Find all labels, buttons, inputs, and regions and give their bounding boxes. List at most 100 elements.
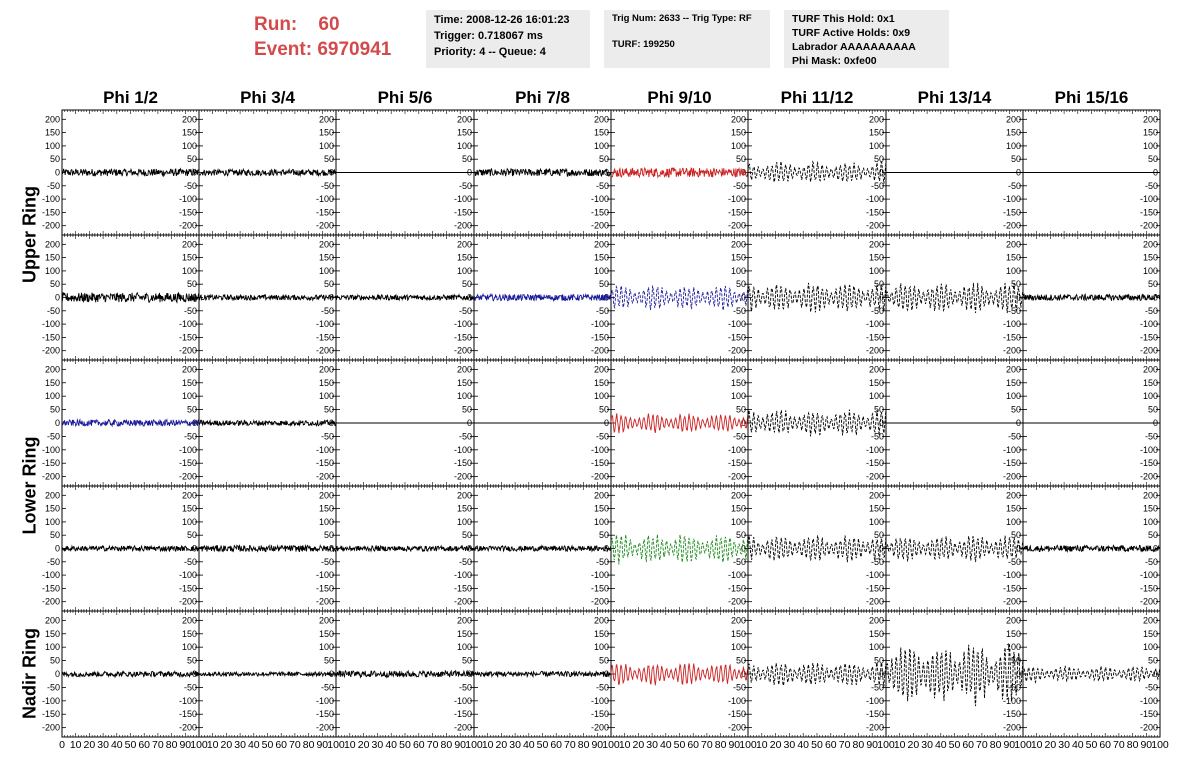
y-tick-label: -50 xyxy=(47,557,60,567)
y-tick-label: -50 xyxy=(321,431,334,441)
y-tick-label: 50 xyxy=(50,405,60,415)
y-tick-label: -200 xyxy=(179,597,197,607)
y-tick-label: 100 xyxy=(1143,391,1158,401)
y-tick-label: 150 xyxy=(731,629,746,639)
y-tick-label: -200 xyxy=(591,346,609,356)
y-tick-label: -150 xyxy=(1140,332,1158,342)
y-tick-label: 50 xyxy=(324,656,334,666)
y-tick-label: -100 xyxy=(866,319,884,329)
y-tick-label: 150 xyxy=(319,378,334,388)
y-tick-label: -50 xyxy=(47,431,60,441)
y-tick-label: 200 xyxy=(869,615,884,625)
y-tick-label: 200 xyxy=(731,239,746,249)
y-tick-label: -100 xyxy=(591,319,609,329)
waveform-trace xyxy=(473,544,612,553)
waveform-trace xyxy=(198,419,337,427)
y-tick-label: 200 xyxy=(1006,364,1021,374)
y-tick-label: -150 xyxy=(179,583,197,593)
y-tick-label: 150 xyxy=(1143,128,1158,138)
waveform-trace xyxy=(747,282,887,313)
y-tick-label: -150 xyxy=(42,332,60,342)
turf-hold-text: TURF This Hold: 0x1 xyxy=(792,13,895,25)
y-tick-label: -150 xyxy=(591,583,609,593)
y-tick-label: -100 xyxy=(1003,194,1021,204)
y-tick-label: 100 xyxy=(45,266,60,276)
y-tick-label: -100 xyxy=(728,696,746,706)
y-tick-label: -200 xyxy=(454,597,472,607)
y-tick-label: 100 xyxy=(182,141,197,151)
y-tick-label: 150 xyxy=(182,378,197,388)
waveform-trace xyxy=(473,167,612,177)
y-tick-label: -200 xyxy=(866,346,884,356)
y-tick-label: 0 xyxy=(741,418,746,428)
y-tick-label: -50 xyxy=(184,306,197,316)
y-tick-label: -150 xyxy=(866,332,884,342)
waveform-trace xyxy=(747,160,887,184)
y-tick-label: 150 xyxy=(45,629,60,639)
y-tick-label: -150 xyxy=(1003,332,1021,342)
y-tick-label: 50 xyxy=(462,154,472,164)
y-tick-label: 200 xyxy=(1143,239,1158,249)
y-tick-label: -150 xyxy=(316,207,334,217)
waveform-trace xyxy=(61,418,200,428)
y-tick-label: -150 xyxy=(866,709,884,719)
y-tick-label: 200 xyxy=(319,114,334,124)
y-tick-label: -100 xyxy=(728,570,746,580)
y-tick-label: -200 xyxy=(1140,346,1158,356)
y-tick-label: -50 xyxy=(459,306,472,316)
column-header: Phi 5/6 xyxy=(377,88,433,107)
y-tick-label: 200 xyxy=(182,239,197,249)
y-tick-label: -50 xyxy=(47,682,60,692)
y-tick-label: 0 xyxy=(1153,293,1158,303)
column-header: Phi 11/12 xyxy=(780,88,854,107)
turf-info-box: TURF This Hold: 0x1 TURF Active Holds: 0… xyxy=(784,10,949,68)
y-tick-label: 200 xyxy=(1006,114,1021,124)
y-tick-label: -100 xyxy=(316,696,334,706)
y-tick-label: -200 xyxy=(728,472,746,482)
y-tick-label: -50 xyxy=(871,306,884,316)
y-tick-label: 0 xyxy=(1016,544,1021,554)
y-tick-label: -150 xyxy=(42,583,60,593)
y-tick-label: 150 xyxy=(1006,128,1021,138)
y-tick-label: 0 xyxy=(55,293,60,303)
y-tick-label: -200 xyxy=(866,472,884,482)
event-line: Event: 6970941 xyxy=(254,37,391,62)
y-tick-label: -150 xyxy=(316,332,334,342)
y-tick-label: -150 xyxy=(179,709,197,719)
y-tick-label: 150 xyxy=(45,253,60,263)
y-tick-label: 100 xyxy=(594,391,609,401)
y-tick-label: -100 xyxy=(316,570,334,580)
waveform-trace xyxy=(610,166,749,179)
labrador-text: Labrador AAAAAAAAAA xyxy=(792,41,916,53)
y-tick-label: 200 xyxy=(869,239,884,249)
y-tick-label: -200 xyxy=(316,221,334,231)
y-tick-label: 150 xyxy=(182,253,197,263)
y-tick-label: 150 xyxy=(1143,253,1158,263)
waveform-trace xyxy=(198,543,337,553)
waveform-trace xyxy=(610,413,749,434)
y-tick-label: 200 xyxy=(594,364,609,374)
column-header: Phi 1/2 xyxy=(103,88,158,107)
y-tick-label: 100 xyxy=(1006,266,1021,276)
y-tick-label: -100 xyxy=(728,445,746,455)
y-tick-label: 150 xyxy=(869,504,884,514)
y-tick-label: 100 xyxy=(45,391,60,401)
y-tick-label: -150 xyxy=(591,709,609,719)
waveform-trace xyxy=(747,535,887,563)
y-tick-label: -50 xyxy=(1008,431,1021,441)
y-tick-label: -50 xyxy=(871,431,884,441)
event-value: 6970941 xyxy=(317,39,392,60)
y-tick-label: 50 xyxy=(50,656,60,666)
y-tick-label: -150 xyxy=(728,332,746,342)
y-tick-label: 50 xyxy=(187,405,197,415)
y-tick-label: 50 xyxy=(1148,530,1158,540)
waveform-trace xyxy=(335,669,475,679)
y-tick-label: -50 xyxy=(1008,306,1021,316)
y-tick-label: -150 xyxy=(866,207,884,217)
